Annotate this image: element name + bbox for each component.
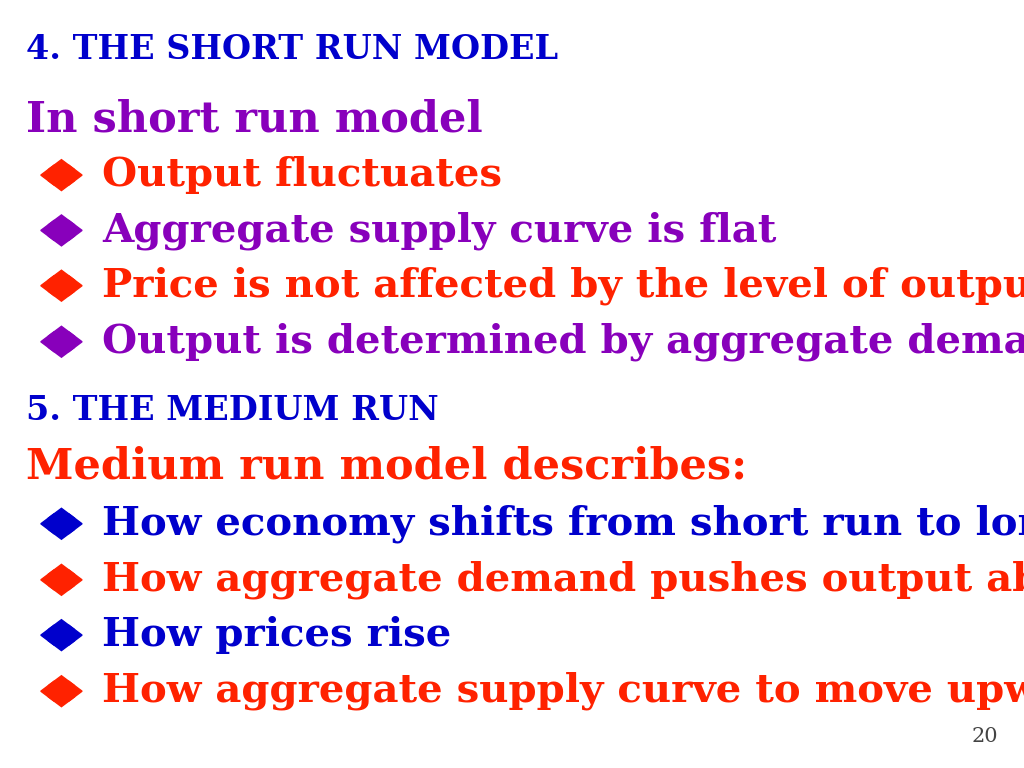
Text: How prices rise: How prices rise [102, 616, 452, 654]
Polygon shape [48, 326, 75, 346]
Polygon shape [41, 276, 68, 296]
Text: Output fluctuates: Output fluctuates [102, 156, 503, 194]
Polygon shape [41, 514, 68, 534]
Polygon shape [41, 625, 68, 645]
Polygon shape [48, 676, 75, 696]
Polygon shape [41, 570, 68, 590]
Text: Price is not affected by the level of output: Price is not affected by the level of ou… [102, 266, 1024, 305]
Text: How aggregate supply curve to move upward: How aggregate supply curve to move upwar… [102, 672, 1024, 710]
Polygon shape [48, 631, 75, 650]
Polygon shape [48, 620, 75, 640]
Text: 4. THE SHORT RUN MODEL: 4. THE SHORT RUN MODEL [26, 34, 558, 66]
Text: Aggregate supply curve is flat: Aggregate supply curve is flat [102, 211, 777, 250]
Polygon shape [48, 508, 75, 528]
Polygon shape [48, 215, 75, 235]
Text: How economy shifts from short run to long run: How economy shifts from short run to lon… [102, 505, 1024, 543]
Polygon shape [41, 681, 68, 701]
Polygon shape [55, 570, 82, 590]
Polygon shape [48, 519, 75, 539]
Polygon shape [48, 281, 75, 301]
Polygon shape [48, 575, 75, 595]
Polygon shape [48, 337, 75, 357]
Polygon shape [41, 332, 68, 352]
Polygon shape [48, 226, 75, 246]
Polygon shape [55, 514, 82, 534]
Text: 5. THE MEDIUM RUN: 5. THE MEDIUM RUN [26, 395, 438, 427]
Text: Output is determined by aggregate demand: Output is determined by aggregate demand [102, 323, 1024, 361]
Polygon shape [55, 276, 82, 296]
Text: In short run model: In short run model [26, 98, 482, 140]
Polygon shape [55, 332, 82, 352]
Polygon shape [55, 165, 82, 185]
Polygon shape [48, 564, 75, 584]
Polygon shape [48, 160, 75, 180]
Text: Medium run model describes:: Medium run model describes: [26, 445, 746, 487]
Polygon shape [41, 220, 68, 240]
Polygon shape [55, 625, 82, 645]
Polygon shape [41, 165, 68, 185]
Polygon shape [48, 170, 75, 190]
Polygon shape [55, 681, 82, 701]
Polygon shape [48, 687, 75, 707]
Text: How aggregate demand pushes output above: How aggregate demand pushes output above [102, 561, 1024, 599]
Text: 20: 20 [972, 727, 998, 746]
Polygon shape [55, 220, 82, 240]
Polygon shape [48, 270, 75, 290]
